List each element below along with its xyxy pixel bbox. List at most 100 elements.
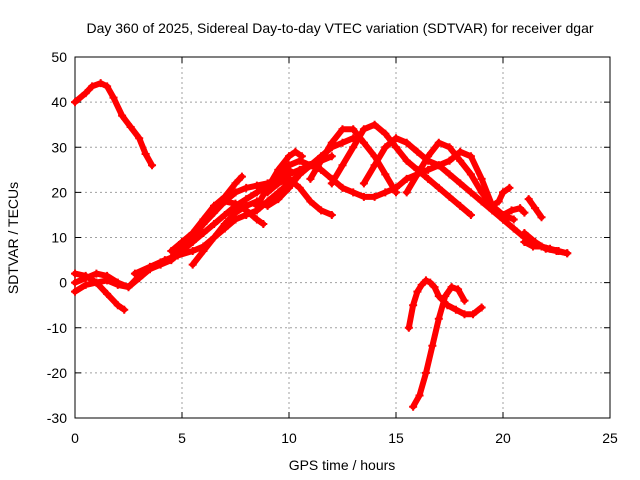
- data-point: [274, 170, 283, 179]
- data-point: [552, 247, 561, 256]
- data-point: [454, 285, 463, 294]
- data-point: [259, 219, 268, 228]
- data-point: [295, 170, 304, 179]
- y-tick-label: 50: [51, 49, 67, 65]
- data-point: [537, 213, 546, 222]
- data-point: [306, 174, 315, 183]
- data-point: [199, 247, 208, 256]
- data-point: [103, 82, 112, 91]
- x-axis-label: GPS time / hours: [289, 457, 396, 473]
- y-axis-label: SDTVAR / TECUs: [5, 182, 21, 294]
- data-point: [349, 125, 358, 134]
- data-point: [477, 197, 486, 206]
- y-tick-label: -30: [47, 410, 67, 426]
- data-point: [563, 249, 572, 258]
- data-point: [499, 188, 507, 197]
- data-point: [96, 79, 105, 88]
- data-point: [404, 323, 413, 332]
- x-tick-label: 5: [178, 430, 186, 446]
- data-point: [188, 228, 197, 237]
- data-point: [263, 188, 272, 197]
- data-point: [456, 179, 465, 188]
- data-point: [295, 156, 304, 165]
- data-point: [167, 247, 176, 256]
- x-tick-label: 0: [71, 430, 79, 446]
- data-point: [173, 251, 182, 260]
- data-point: [409, 301, 418, 310]
- data-point: [274, 179, 283, 188]
- data-point: [178, 238, 186, 247]
- data-point: [531, 204, 540, 213]
- data-point: [466, 170, 475, 179]
- data-series: [71, 79, 572, 411]
- data-point: [317, 206, 326, 215]
- data-point: [505, 183, 514, 192]
- data-point: [413, 287, 422, 296]
- series-arc-h: [210, 197, 268, 228]
- data-point: [145, 262, 154, 271]
- series-arc-a: [71, 79, 157, 170]
- data-point: [252, 188, 261, 197]
- data-point: [327, 152, 336, 161]
- series-line: [328, 121, 474, 218]
- data-point: [274, 195, 283, 204]
- series-arc-t: [524, 195, 546, 222]
- data-point: [409, 402, 418, 411]
- data-point: [338, 138, 347, 147]
- data-point: [447, 283, 456, 292]
- data-point: [295, 183, 304, 192]
- data-point: [306, 197, 315, 206]
- data-point: [285, 161, 293, 170]
- data-point: [520, 208, 529, 217]
- data-point: [92, 278, 101, 287]
- data-point: [516, 204, 525, 213]
- series-arc-q: [409, 283, 469, 411]
- data-point: [469, 310, 478, 319]
- data-point: [220, 197, 229, 206]
- data-point: [456, 201, 465, 210]
- data-point: [424, 174, 433, 183]
- data-point: [430, 283, 439, 292]
- data-point: [263, 201, 272, 210]
- data-point: [434, 161, 443, 170]
- x-tick-label: 15: [388, 430, 404, 446]
- data-point: [349, 143, 358, 152]
- y-tick-label: 20: [51, 184, 67, 200]
- series-arc-f: [167, 172, 246, 256]
- data-point: [113, 301, 122, 310]
- data-point: [231, 199, 240, 208]
- data-point: [118, 111, 127, 120]
- data-point: [285, 174, 293, 183]
- series-arc-l: [306, 125, 400, 197]
- data-point: [441, 292, 450, 301]
- data-point: [130, 269, 139, 278]
- data-point: [210, 219, 219, 228]
- series-arc-j: [263, 174, 336, 219]
- series-arc-r: [488, 183, 514, 210]
- data-point: [210, 233, 219, 242]
- data-point: [421, 368, 430, 377]
- data-point: [327, 210, 336, 219]
- series-line: [489, 184, 513, 209]
- data-point: [381, 129, 390, 138]
- data-point: [520, 228, 529, 237]
- data-point: [541, 244, 550, 253]
- data-point: [413, 147, 422, 156]
- data-point: [392, 143, 400, 152]
- data-point: [426, 278, 435, 287]
- data-point: [402, 138, 411, 147]
- data-point: [141, 150, 150, 159]
- data-point: [531, 238, 540, 247]
- data-point: [370, 192, 379, 201]
- data-point: [252, 215, 261, 224]
- data-point: [477, 303, 486, 312]
- data-point: [488, 201, 497, 210]
- data-point: [424, 165, 433, 174]
- data-point: [199, 228, 208, 237]
- data-point: [456, 156, 465, 165]
- data-point: [359, 138, 368, 147]
- data-point: [509, 215, 518, 224]
- data-point: [242, 206, 251, 215]
- data-point: [359, 179, 368, 188]
- data-point: [499, 210, 507, 219]
